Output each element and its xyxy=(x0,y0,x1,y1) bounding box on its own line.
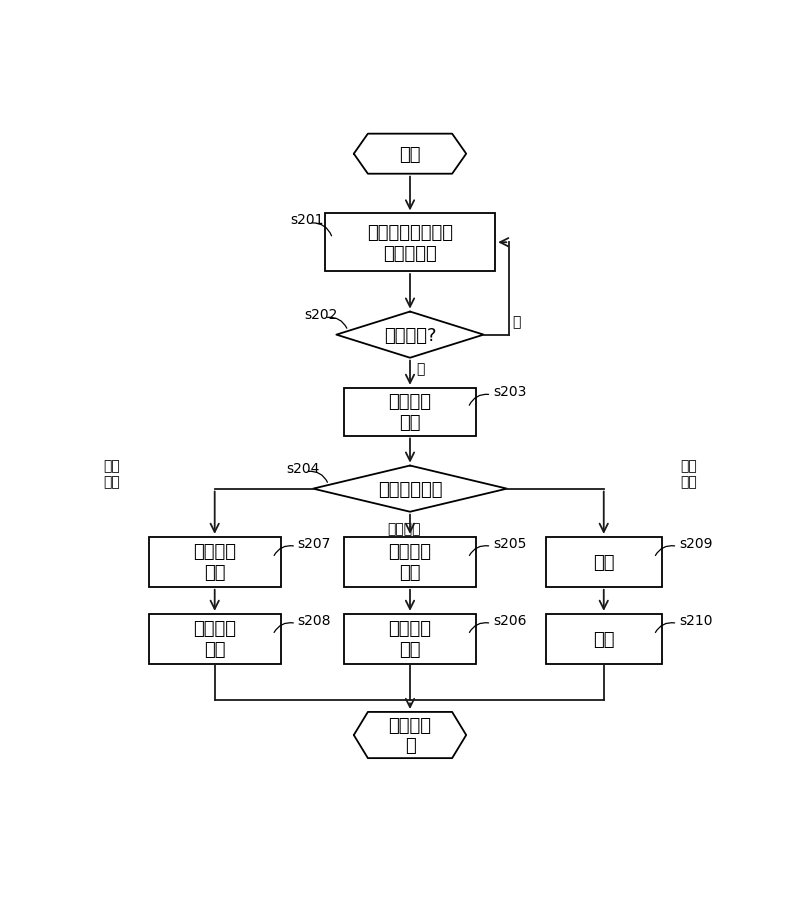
Text: s210: s210 xyxy=(679,614,713,628)
Text: s207: s207 xyxy=(298,536,331,551)
Bar xyxy=(344,537,476,587)
Text: 设置
指令: 设置 指令 xyxy=(103,459,120,489)
Text: 监听网络
指令: 监听网络 指令 xyxy=(389,393,431,432)
Bar xyxy=(344,614,476,664)
Text: 休眠
指令: 休眠 指令 xyxy=(681,459,698,489)
Text: s203: s203 xyxy=(493,385,526,398)
Text: 判断何种指令: 判断何种指令 xyxy=(378,480,442,498)
Bar xyxy=(344,388,476,436)
Text: 开始: 开始 xyxy=(399,145,421,163)
Text: 下一轮通
信: 下一轮通 信 xyxy=(389,716,431,755)
Bar xyxy=(149,537,281,587)
Bar xyxy=(546,614,662,664)
Text: 加入成功?: 加入成功? xyxy=(384,326,436,344)
Text: 是: 是 xyxy=(416,362,425,377)
Bar xyxy=(149,614,281,664)
Text: 休眠: 休眠 xyxy=(593,554,614,572)
Text: s209: s209 xyxy=(679,536,713,551)
Text: s206: s206 xyxy=(493,614,526,628)
Text: 返回设置
结果: 返回设置 结果 xyxy=(194,619,236,658)
Text: 扫描并请求加入无
线传感网络: 扫描并请求加入无 线传感网络 xyxy=(367,224,453,263)
Bar xyxy=(325,214,495,272)
Text: 否: 否 xyxy=(512,315,521,329)
Text: 返回茎流
信息: 返回茎流 信息 xyxy=(389,619,431,658)
Text: s202: s202 xyxy=(304,308,338,321)
Text: 查询茎流
信息: 查询茎流 信息 xyxy=(389,543,431,582)
Text: s205: s205 xyxy=(493,536,526,551)
Text: s201: s201 xyxy=(290,213,323,227)
Bar xyxy=(546,537,662,587)
Text: 唤醒: 唤醒 xyxy=(593,630,614,648)
Text: s204: s204 xyxy=(286,461,319,475)
Text: 采集时间
设置: 采集时间 设置 xyxy=(194,543,236,582)
Text: s208: s208 xyxy=(298,614,331,628)
Text: 查询指令: 查询指令 xyxy=(387,521,421,535)
